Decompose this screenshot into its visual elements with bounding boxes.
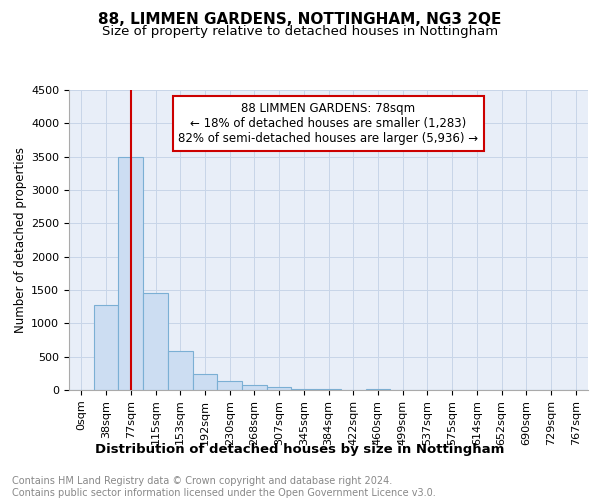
Bar [118, 156, 143, 390]
Bar [217, 380, 242, 390]
Bar [242, 385, 267, 390]
Text: 88 LIMMEN GARDENS: 78sqm
← 18% of detached houses are smaller (1,283)
82% of sem: 88 LIMMEN GARDENS: 78sqm ← 18% of detach… [178, 102, 479, 145]
Bar [267, 388, 292, 390]
Text: Size of property relative to detached houses in Nottingham: Size of property relative to detached ho… [102, 25, 498, 38]
Bar [168, 352, 193, 390]
Y-axis label: Number of detached properties: Number of detached properties [14, 147, 27, 333]
Text: 88, LIMMEN GARDENS, NOTTINGHAM, NG3 2QE: 88, LIMMEN GARDENS, NOTTINGHAM, NG3 2QE [98, 12, 502, 28]
Bar [94, 304, 118, 390]
Text: Contains HM Land Registry data © Crown copyright and database right 2024.
Contai: Contains HM Land Registry data © Crown c… [12, 476, 436, 498]
Bar [292, 388, 316, 390]
Bar [193, 374, 217, 390]
Text: Distribution of detached houses by size in Nottingham: Distribution of detached houses by size … [95, 442, 505, 456]
Bar [143, 294, 168, 390]
